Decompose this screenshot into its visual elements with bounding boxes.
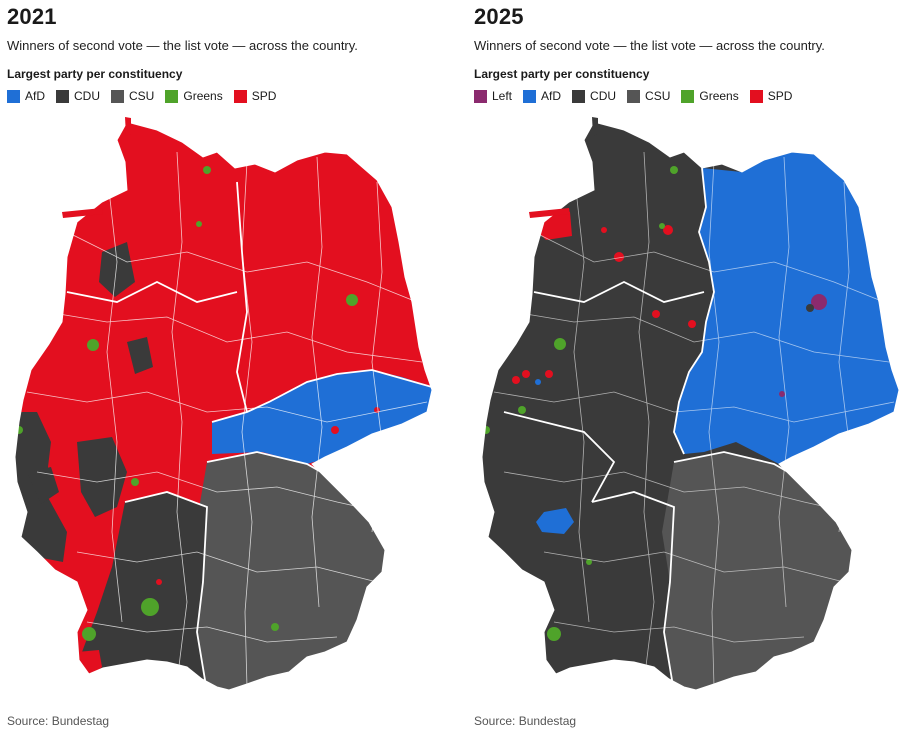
- swatch-greens: [165, 89, 179, 103]
- legend: Left AfD CDU CSU Greens SPD: [474, 89, 792, 103]
- legend-item-left: Left: [474, 89, 512, 103]
- germany-map-2021: [14, 117, 433, 691]
- germany-map-2025: [481, 117, 900, 691]
- legend-label: Left: [492, 89, 513, 103]
- swatch-left: [474, 89, 487, 103]
- legend-label: Greens: [183, 89, 223, 103]
- legend-item-cdu: CDU: [572, 89, 616, 103]
- swatch-spd: [233, 89, 247, 103]
- swatch-afd: [7, 89, 20, 103]
- legend-label: SPD: [251, 89, 277, 103]
- legend-item-greens: Greens: [681, 89, 739, 103]
- swatch-greens: [681, 89, 695, 103]
- legend-label: CSU: [129, 89, 155, 103]
- source-note: Source: Bundestag: [7, 714, 110, 728]
- year-title: 2025: [474, 4, 524, 29]
- legend-label: AfD: [25, 89, 46, 103]
- panel-2025: 2025 Winners of second vote — the list v…: [474, 0, 909, 732]
- legend-title: Largest party per constituency: [7, 67, 183, 81]
- legend-item-cdu: CDU: [56, 89, 100, 103]
- swatch-afd: [523, 89, 537, 103]
- swatch-spd: [749, 89, 763, 103]
- swatch-cdu: [56, 89, 70, 103]
- legend-item-csu: CSU: [111, 89, 154, 103]
- legend-label: CDU: [590, 89, 617, 103]
- year-title: 2021: [7, 4, 57, 29]
- legend-label: Greens: [699, 89, 739, 103]
- legend-item-spd: SPD: [233, 89, 277, 103]
- legend-title: Largest party per constituency: [474, 67, 650, 81]
- legend-label: CSU: [645, 89, 671, 103]
- legend-item-afd: AfD: [523, 89, 561, 103]
- legend-item-greens: Greens: [165, 89, 223, 103]
- subtitle: Winners of second vote — the list vote —…: [7, 38, 358, 53]
- legend-label: CDU: [74, 89, 101, 103]
- swatch-cdu: [572, 89, 586, 103]
- panel-2021: 2021 Winners of second vote — the list v…: [7, 0, 447, 732]
- legend: AfD CDU CSU Greens SPD: [7, 89, 276, 103]
- subtitle: Winners of second vote — the list vote —…: [474, 38, 825, 53]
- legend-label: SPD: [767, 89, 793, 103]
- legend-label: AfD: [541, 89, 562, 103]
- source-note: Source: Bundestag: [474, 714, 577, 728]
- legend-item-spd: SPD: [749, 89, 793, 103]
- swatch-csu: [111, 89, 125, 103]
- legend-item-afd: AfD: [7, 89, 45, 103]
- swatch-csu: [627, 89, 641, 103]
- legend-item-csu: CSU: [627, 89, 670, 103]
